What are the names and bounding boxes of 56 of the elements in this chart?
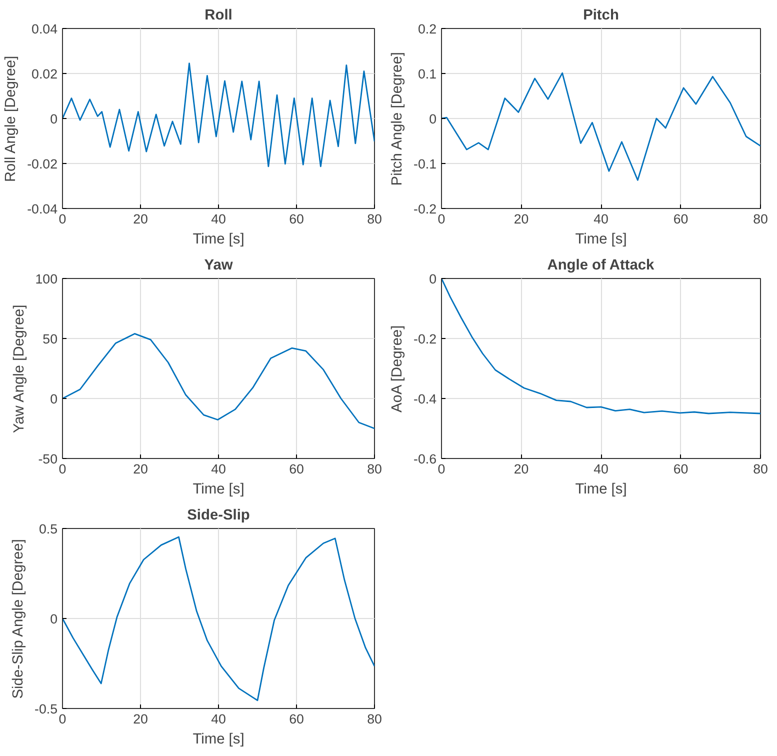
y-tick-label: -0.02 [27,156,58,172]
y-axis-title: Yaw Angle [Degree] [11,304,28,434]
x-tick-label: 60 [673,462,688,476]
x-tick-label: 40 [211,462,226,476]
x-tick-label: 20 [514,462,529,476]
x-tick-label: 60 [289,462,304,476]
x-tick-label: 80 [367,462,382,476]
y-tick-label: 0 [50,612,58,626]
y-tick-label: 50 [42,332,58,346]
y-tick-label: 0 [50,112,58,126]
x-tick-label: 80 [753,462,768,476]
y-axis-title: Pitch Angle [Degree] [390,52,406,186]
x-tick-label: 40 [594,212,608,226]
y-tick-label: 0 [429,272,437,286]
y-tick-label: 0.1 [418,66,437,82]
chart-title: Angle of Attack [547,258,656,274]
y-tick-label: 0 [429,112,437,126]
x-axis-title: Time [s] [575,232,627,248]
x-tick-label: 40 [594,462,608,476]
x-axis-title: Time [s] [192,232,244,248]
y-tick-label: 100 [35,272,58,286]
y-tick-label: -0.4 [414,392,438,406]
x-tick-label: 60 [673,212,688,226]
x-tick-label: 60 [289,712,304,726]
y-tick-label: -0.5 [34,702,58,716]
x-tick-label: 20 [514,212,529,226]
x-tick-label: 20 [133,212,148,226]
x-axis-title: Time [s] [192,482,244,498]
y-axis-title: Side-Slip Angle [Degree] [10,539,27,699]
x-tick-label: 60 [289,212,304,226]
chart-title: Side-Slip [187,508,250,524]
y-axis-title: Roll Angle [Degree] [3,56,20,182]
y-tick-label: 0.02 [32,66,58,82]
chart-title: Roll [204,8,232,24]
y-axis-title: AoA [Degree] [390,325,406,412]
y-tick-label: -0.2 [414,332,436,346]
x-tick-label: 20 [133,462,148,476]
y-tick-label: 0 [50,392,58,406]
x-tick-label: 40 [211,212,226,226]
x-tick-label: 80 [753,212,768,226]
y-tick-label: -0.04 [27,202,58,216]
x-axis-title: Time [s] [192,732,244,748]
x-axis-title: Time [s] [575,482,627,498]
x-tick-label: 80 [367,712,382,726]
y-tick-label: 0.5 [38,522,58,536]
y-tick-label: -0.6 [414,452,436,466]
y-tick-label: 0.2 [418,22,437,36]
y-tick-label: -0.2 [414,202,436,216]
x-tick-label: 80 [367,212,382,226]
y-tick-label: 0.04 [32,22,58,36]
chart-title: Pitch [583,8,619,24]
y-tick-label: -0.1 [414,156,436,172]
x-tick-label: 40 [211,712,226,726]
y-tick-label: -50 [38,452,58,466]
chart-title: Yaw [204,258,234,274]
x-tick-label: 20 [133,712,148,726]
